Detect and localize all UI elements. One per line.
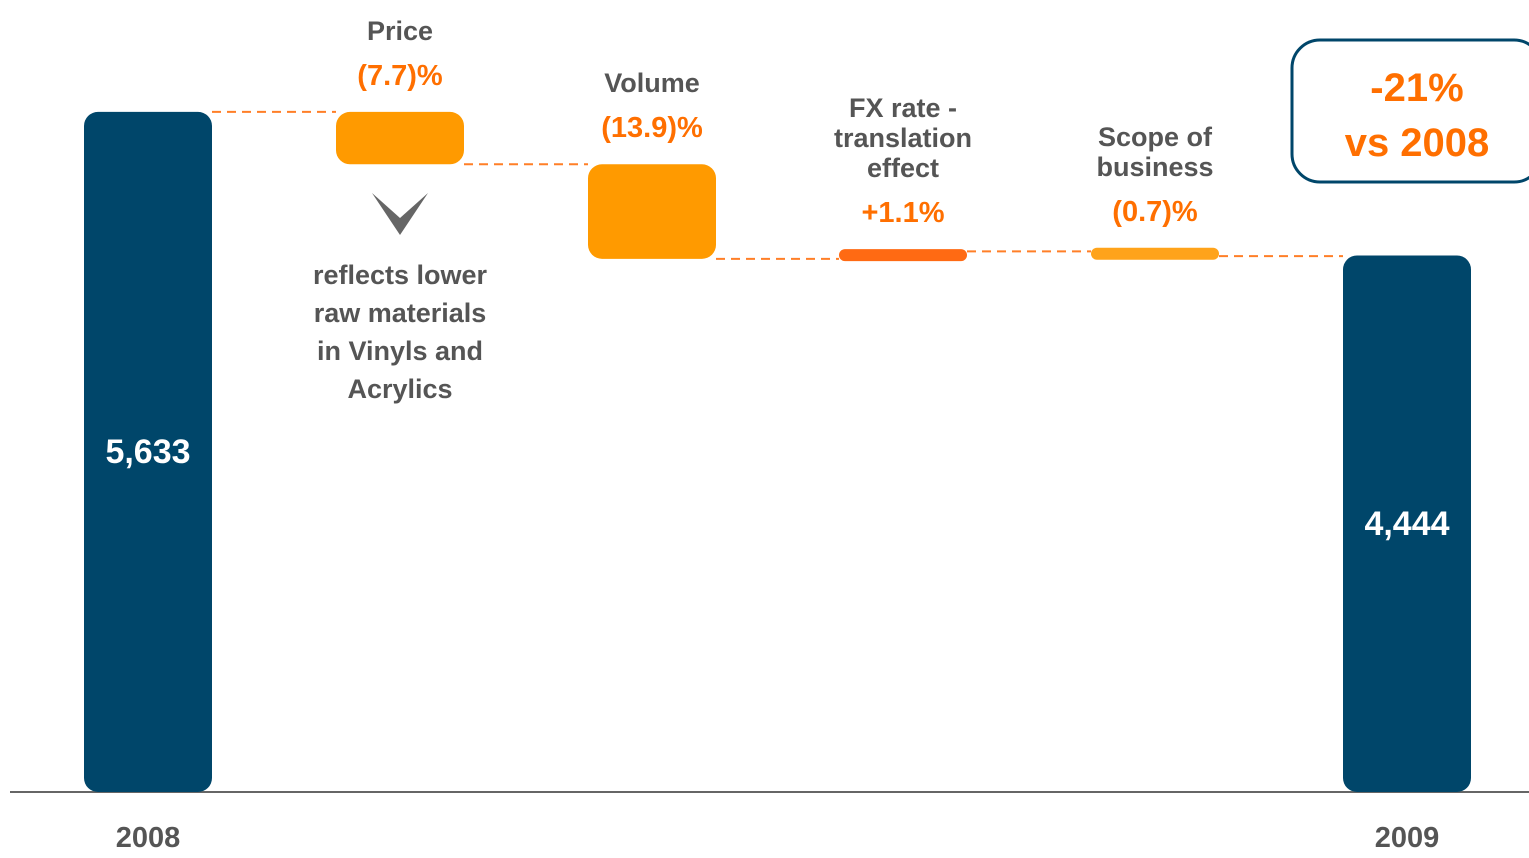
bar xyxy=(1091,247,1219,260)
bar xyxy=(84,111,212,793)
value-label: +1.1% xyxy=(861,197,945,230)
callout-text: vs 2008 xyxy=(1344,121,1490,165)
value-label: (0.7)% xyxy=(1112,195,1198,228)
value-label: 5,633 xyxy=(105,432,191,471)
value-label: 4,444 xyxy=(1364,504,1450,543)
value-label: (13.9)% xyxy=(601,112,703,145)
x-tick-label: 2008 xyxy=(115,822,181,854)
callout-text: -21% xyxy=(1370,66,1464,110)
category-label: Price xyxy=(366,15,434,46)
callout-box xyxy=(1290,38,1529,184)
value-label: (7.7)% xyxy=(357,59,443,92)
category-label: Volume xyxy=(604,68,700,99)
category-label: Scope of business xyxy=(1096,121,1214,182)
bar xyxy=(336,111,464,165)
bar xyxy=(1343,255,1471,793)
chevron xyxy=(372,193,428,235)
annotation: reflects lower raw materials in Vinyls a… xyxy=(312,260,488,404)
bar xyxy=(839,249,967,262)
category-label: FX rate - translation effect xyxy=(833,93,973,184)
bar xyxy=(588,164,716,259)
x-tick-label: 2009 xyxy=(1374,822,1440,854)
